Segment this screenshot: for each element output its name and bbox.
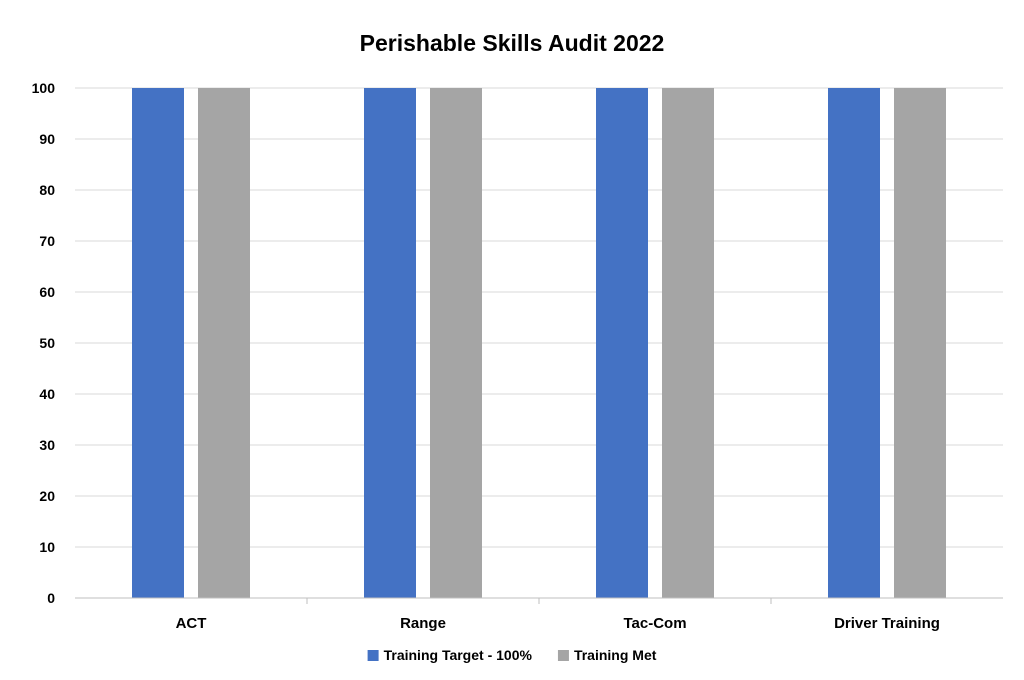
legend-label: Training Met (574, 647, 657, 663)
y-tick-label-90: 90 (39, 131, 55, 147)
x-tick-label-act: ACT (176, 615, 207, 632)
bar-tac-com-series-2 (662, 88, 714, 598)
bar-act-series-2 (198, 88, 250, 598)
y-tick-label-50: 50 (39, 335, 55, 351)
chart-title: Perishable Skills Audit 2022 (359, 30, 665, 56)
x-tick-label-range: Range (400, 615, 446, 632)
bar-driver-training-series-1 (828, 88, 880, 598)
legend-swatch (367, 650, 379, 661)
legend-label: Training Target - 100% (384, 647, 533, 663)
y-tick-label-60: 60 (39, 284, 55, 300)
x-tick-label-driver-training: Driver Training (834, 615, 940, 632)
y-tick-label-70: 70 (39, 233, 55, 249)
x-tick-label-tac-com: Tac-Com (623, 615, 686, 632)
legend-item-2: Training Met (557, 647, 657, 663)
y-tick-label-100: 100 (32, 80, 56, 96)
legend-swatch (557, 650, 569, 661)
legend-item-1: Training Target - 100% (367, 647, 533, 663)
y-tick-labels: 0 10 20 30 40 50 60 70 80 90 100 (32, 80, 56, 606)
y-tick-label-40: 40 (39, 386, 55, 402)
bar-driver-training-series-2 (894, 88, 946, 598)
bar-range-series-2 (430, 88, 482, 598)
bar-tac-com-series-1 (596, 88, 648, 598)
legend: Training Target - 100% Training Met (367, 647, 657, 663)
y-tick-label-20: 20 (39, 488, 55, 504)
bar-range-series-1 (364, 88, 416, 598)
y-tick-label-80: 80 (39, 182, 55, 198)
y-tick-label-0: 0 (47, 590, 55, 606)
bar-act-series-1 (132, 88, 184, 598)
axes (75, 597, 1003, 604)
y-tick-label-10: 10 (39, 539, 55, 555)
y-tick-label-30: 30 (39, 437, 55, 453)
x-tick-labels: ACT Range Tac-Com Driver Training (176, 615, 940, 632)
bars (132, 88, 946, 598)
